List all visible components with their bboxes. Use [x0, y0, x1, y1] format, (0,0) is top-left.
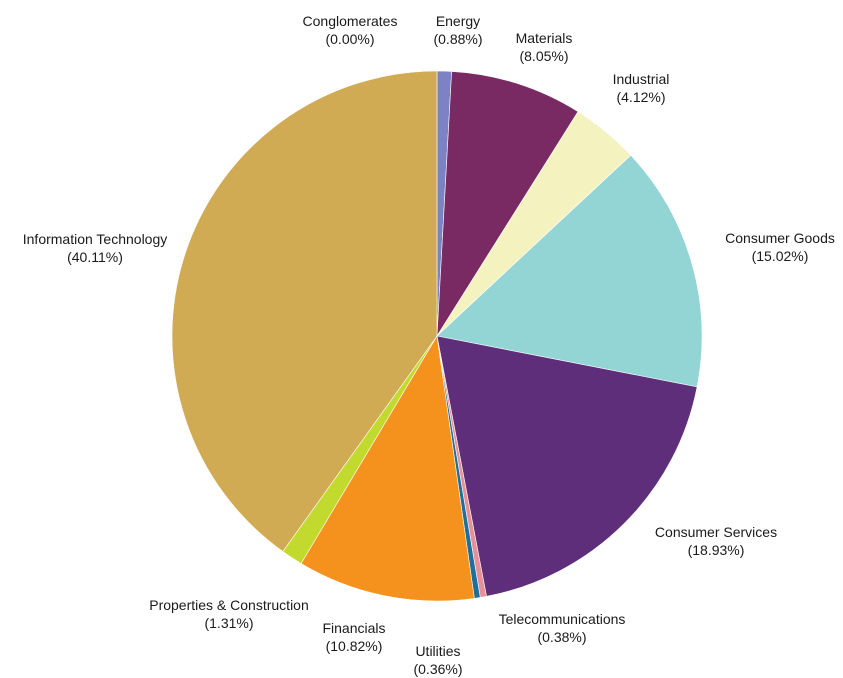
slice-label-percent: (15.02%) — [752, 248, 809, 264]
slice-label-materials: Materials (8.05%) — [516, 30, 573, 64]
pie-slice-information-technology — [171, 70, 438, 552]
slice-label-industrial: Industrial (4.12%) — [613, 71, 670, 105]
slice-label-name: Consumer Services — [655, 524, 777, 540]
slice-label-financials: Financials (10.82%) — [322, 620, 385, 654]
slice-label-percent: (1.31%) — [204, 615, 253, 631]
slice-label-name: Consumer Goods — [725, 230, 835, 246]
slice-label-name: Industrial — [613, 71, 670, 87]
slice-label-information-technology: Information Technology (40.11%) — [23, 231, 168, 265]
slice-label-name: Properties & Construction — [149, 597, 309, 613]
pie-slice-financials — [300, 335, 475, 602]
slice-label-conglomerates: Conglomerates (0.00%) — [303, 13, 398, 47]
slice-label-percent: (0.38%) — [537, 629, 586, 645]
slice-label-percent: (0.88%) — [433, 31, 482, 47]
slice-label-consumer-goods: Consumer Goods (15.02%) — [725, 230, 835, 264]
pie-labels: Conglomerates (0.00%) Energy (0.88%) Materia… — [23, 13, 835, 677]
slice-label-percent: (8.05%) — [519, 48, 568, 64]
slice-label-name: Conglomerates — [303, 13, 398, 29]
slice-label-consumer-services: Consumer Services (18.93%) — [655, 524, 777, 558]
slice-label-percent: (40.11%) — [67, 249, 123, 265]
slice-label-properties-and-construction: Properties & Construction (1.31%) — [149, 597, 309, 631]
slice-label-name: Utilities — [415, 643, 460, 659]
slice-label-name: Telecommunications — [499, 611, 626, 627]
slice-label-percent: (10.82%) — [326, 638, 383, 654]
slice-label-percent: (18.93%) — [688, 542, 745, 558]
pie-slice-consumer-goods — [436, 154, 703, 388]
slice-label-name: Energy — [436, 13, 480, 29]
slice-label-percent: (4.12%) — [616, 89, 665, 105]
slice-label-energy: Energy (0.88%) — [433, 13, 482, 47]
slice-label-telecommunications: Telecommunications (0.38%) — [499, 611, 626, 645]
slice-label-percent: (0.00%) — [325, 31, 374, 47]
pie-slice-consumer-services — [436, 335, 698, 597]
slice-label-utilities: Utilities (0.36%) — [413, 643, 462, 677]
slice-label-name: Financials — [322, 620, 385, 636]
pie-slices — [171, 70, 703, 602]
slice-label-percent: (0.36%) — [413, 661, 462, 677]
slice-label-name: Information Technology — [23, 231, 168, 247]
pie-slice-materials — [436, 71, 579, 338]
slice-label-name: Materials — [516, 30, 573, 46]
